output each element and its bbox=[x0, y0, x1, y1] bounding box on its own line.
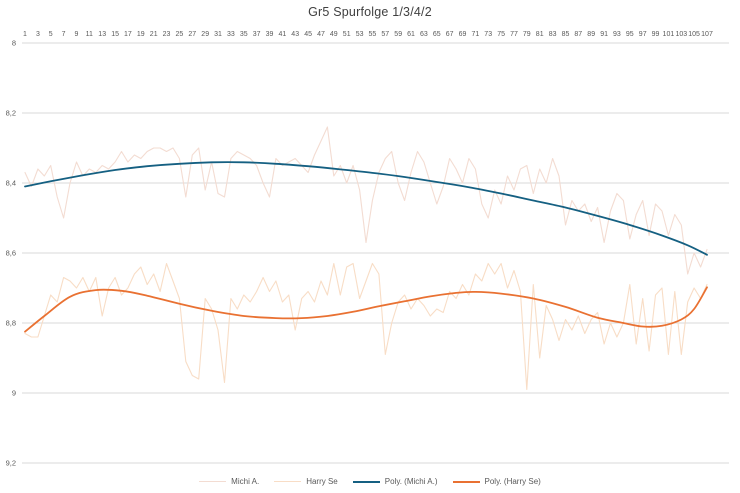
legend-swatch-michi-a bbox=[199, 480, 227, 483]
x-axis-tick-label: 33 bbox=[227, 31, 235, 38]
series-michi-a-raw[interactable] bbox=[24, 126, 708, 275]
x-axis-tick-label: 17 bbox=[124, 31, 132, 38]
x-axis-tick-label: 93 bbox=[613, 31, 621, 38]
y-axis-tick-label: 8 bbox=[12, 39, 16, 48]
x-axis-tick-label: 11 bbox=[86, 31, 93, 38]
x-axis-tick-label: 51 bbox=[343, 31, 351, 38]
x-axis-tick-label: 15 bbox=[111, 31, 119, 38]
legend-item-harry-se[interactable]: Harry Se bbox=[274, 477, 338, 486]
x-axis-tick-label: 47 bbox=[317, 31, 325, 38]
x-axis-tick-label: 59 bbox=[394, 31, 402, 38]
x-axis-tick-label: 67 bbox=[446, 31, 454, 38]
x-axis-tick-label: 95 bbox=[626, 31, 634, 38]
x-axis-tick-label: 105 bbox=[688, 31, 700, 38]
y-axis-tick-label: 8,8 bbox=[6, 319, 16, 328]
x-axis-tick-label: 9 bbox=[75, 31, 79, 38]
x-axis-tick-label: 53 bbox=[356, 31, 364, 38]
y-axis-tick-label: 8,6 bbox=[6, 249, 16, 258]
x-axis-tick-label: 41 bbox=[279, 31, 287, 38]
x-axis-tick-label: 27 bbox=[188, 31, 196, 38]
x-axis-tick-label: 101 bbox=[663, 31, 675, 38]
x-axis-tick-label: 61 bbox=[407, 31, 415, 38]
x-axis-tick-label: 99 bbox=[652, 31, 660, 38]
x-axis-tick-label: 103 bbox=[675, 31, 687, 38]
legend-swatch-harry-se bbox=[274, 480, 302, 483]
x-axis-tick-label: 77 bbox=[510, 31, 518, 38]
x-axis-tick-label: 7 bbox=[62, 31, 66, 38]
x-axis-tick-label: 79 bbox=[523, 31, 531, 38]
x-axis-tick-label: 91 bbox=[600, 31, 608, 38]
legend-label: Harry Se bbox=[306, 477, 338, 486]
x-axis-tick-label: 83 bbox=[549, 31, 557, 38]
legend-item-michi-a[interactable]: Michi A. bbox=[199, 477, 259, 486]
x-axis-tick-label: 85 bbox=[562, 31, 570, 38]
x-axis-tick-label: 39 bbox=[266, 31, 274, 38]
x-axis-tick-label: 75 bbox=[497, 31, 505, 38]
y-axis-tick-label: 8,4 bbox=[6, 179, 16, 188]
legend-swatch-poly-harry-se bbox=[452, 480, 480, 483]
x-axis-tick-label: 29 bbox=[201, 31, 209, 38]
x-axis-tick-label: 43 bbox=[291, 31, 299, 38]
x-axis-tick-label: 65 bbox=[433, 31, 441, 38]
legend-label: Poly. (Michi A.) bbox=[384, 477, 438, 486]
x-axis-tick-label: 81 bbox=[536, 31, 544, 38]
x-axis-tick-label: 45 bbox=[304, 31, 312, 38]
legend: Michi A. Harry Se Poly. (Michi A.) Poly. (H… bbox=[0, 477, 740, 486]
x-axis-tick-label: 107 bbox=[701, 31, 713, 38]
legend-item-poly-michi-a[interactable]: Poly. (Michi A.) bbox=[352, 477, 438, 486]
y-axis-tick-label: 8,2 bbox=[6, 109, 16, 118]
chart-title[interactable]: Gr5 Spurfolge 1/3/4/2 bbox=[308, 5, 432, 19]
x-axis-tick-label: 35 bbox=[240, 31, 248, 38]
x-axis-tick-label: 71 bbox=[472, 31, 480, 38]
x-axis-tick-label: 69 bbox=[459, 31, 467, 38]
legend-item-poly-harry-se[interactable]: Poly. (Harry Se) bbox=[452, 477, 541, 486]
x-axis-tick-label: 49 bbox=[330, 31, 338, 38]
y-axis-tick-label: 9,2 bbox=[6, 459, 16, 468]
x-axis-tick-label: 97 bbox=[639, 31, 647, 38]
x-axis-tick-label: 13 bbox=[98, 31, 106, 38]
x-axis-tick-label: 3 bbox=[36, 31, 40, 38]
x-axis-tick-label: 57 bbox=[381, 31, 389, 38]
x-axis-tick-label: 31 bbox=[214, 31, 222, 38]
x-axis-tick-label: 23 bbox=[163, 31, 171, 38]
x-axis-tick-label: 87 bbox=[574, 31, 582, 38]
x-axis-tick-label: 55 bbox=[369, 31, 377, 38]
trendline-poly-michi-a[interactable] bbox=[24, 161, 708, 256]
x-axis-tick-label: 89 bbox=[587, 31, 595, 38]
y-axis-tick-label: 9 bbox=[12, 389, 16, 398]
x-axis-tick-label: 25 bbox=[176, 31, 184, 38]
legend-label: Michi A. bbox=[231, 477, 260, 486]
x-axis-tick-label: 1 bbox=[23, 31, 27, 38]
x-axis-tick-label: 5 bbox=[49, 31, 53, 38]
series-harry-se-raw[interactable] bbox=[24, 262, 708, 391]
legend-swatch-poly-michi-a bbox=[352, 480, 380, 483]
legend-label: Poly. (Harry Se) bbox=[484, 477, 541, 486]
x-axis-tick-label: 63 bbox=[420, 31, 428, 38]
x-axis-tick-label: 21 bbox=[150, 31, 158, 38]
x-axis-tick-label: 37 bbox=[253, 31, 261, 38]
x-axis-tick-label: 19 bbox=[137, 31, 145, 38]
trendline-poly-harry-se[interactable] bbox=[24, 286, 708, 333]
x-axis-tick-label: 73 bbox=[484, 31, 492, 38]
